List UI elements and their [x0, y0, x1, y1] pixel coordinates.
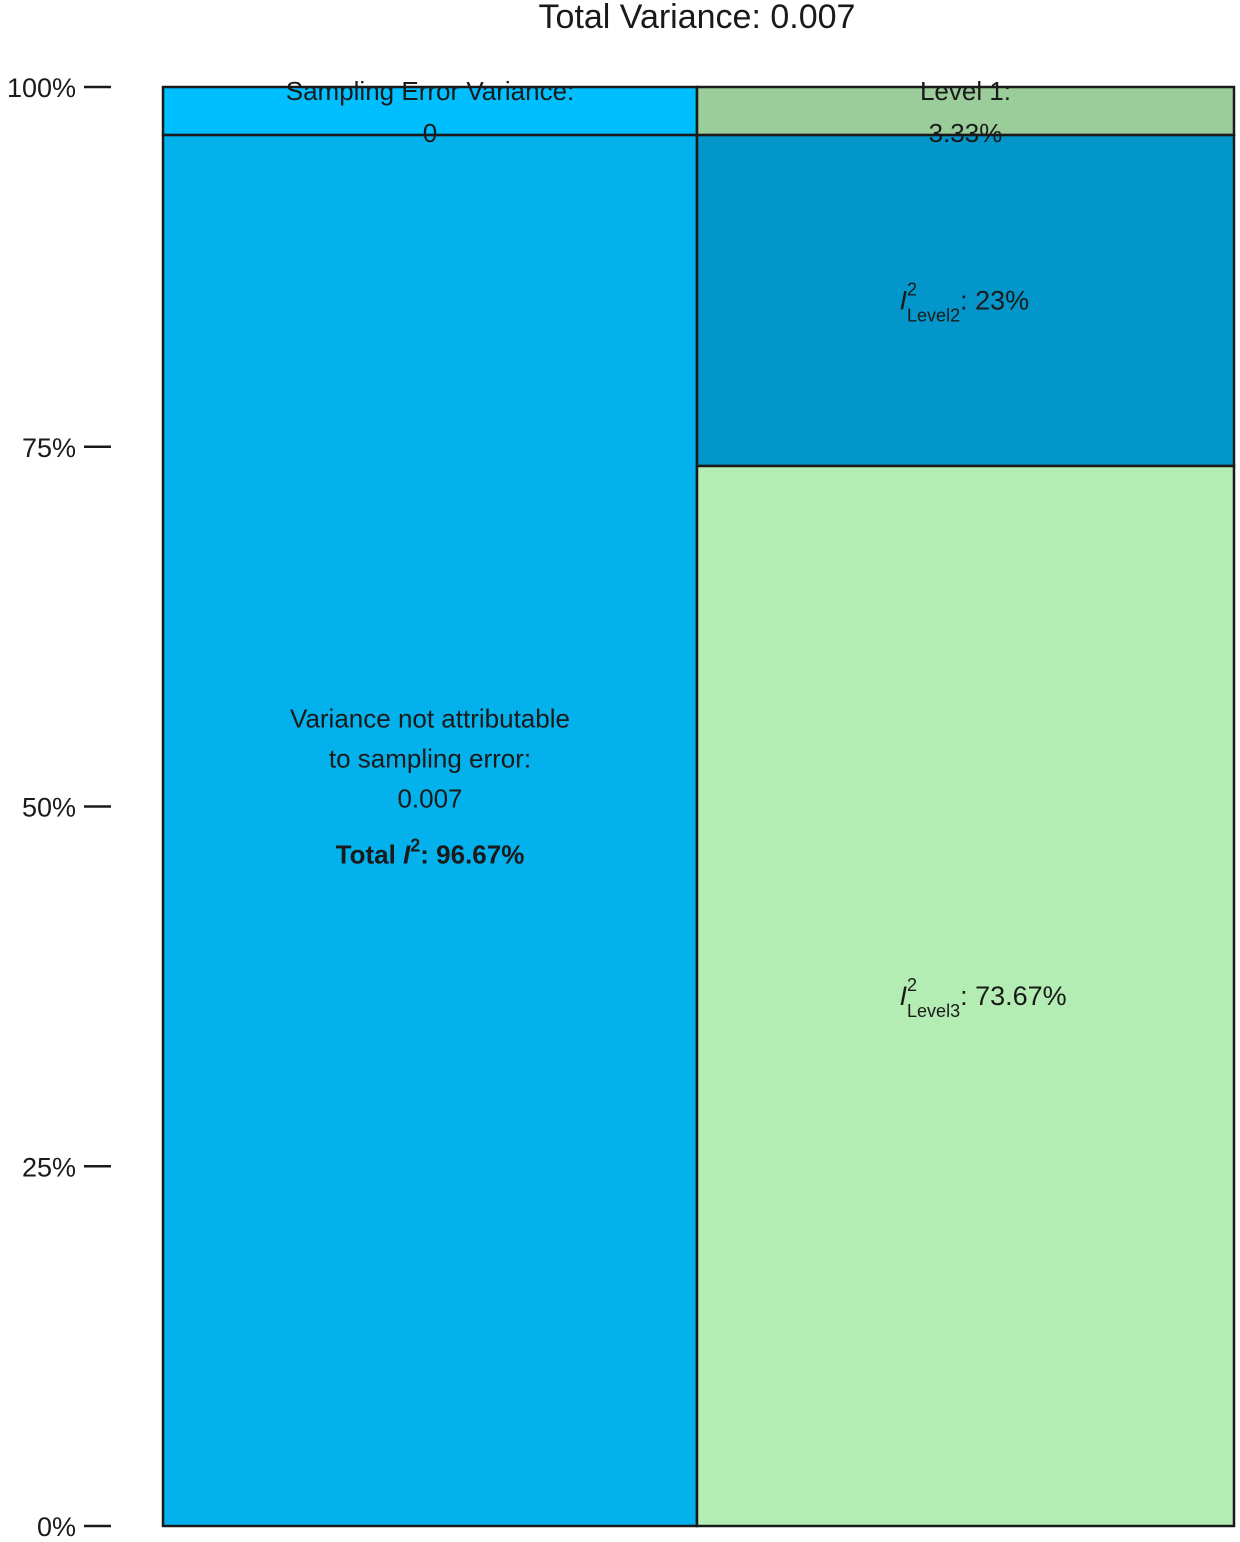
segment-caption: to sampling error:	[329, 743, 531, 773]
total-i2-value: : 96.67%	[420, 839, 524, 869]
total-i2-prefix: Total	[336, 839, 403, 869]
segment-caption: Variance not attributable	[290, 703, 570, 733]
segment-bar	[695, 464, 1236, 1528]
total-i2-label: Total I2: 96.67%	[336, 835, 525, 869]
level-i2-value: : 73.67%	[960, 981, 1067, 1011]
level-i2-sup: 2	[907, 279, 917, 299]
segment-labels: Variance not attributable to sampling err…	[286, 76, 1067, 1021]
level-i2-value: : 23%	[960, 285, 1029, 315]
segment-caption-clipped: 0	[423, 118, 437, 148]
total-i2-symbol: I	[403, 839, 411, 869]
level-i2-label: I2 Level2: 23%	[900, 279, 1030, 325]
level-i2-sub: Level3	[907, 1001, 960, 1021]
total-i2-sup: 2	[410, 835, 420, 855]
stacked-columns	[161, 85, 1236, 1528]
segment-bar	[161, 133, 699, 1528]
chart-title: Total Variance: 0.007	[539, 0, 856, 36]
segment-caption-clipped: Level 1:	[920, 76, 1011, 106]
segment-caption-clipped: 3.33%	[929, 118, 1003, 148]
level-i2-label: I2 Level3: 73.67%	[900, 975, 1067, 1021]
segment-bar	[161, 85, 699, 137]
y-tick-label: 50%	[22, 793, 76, 823]
segment-caption-clipped: Sampling Error Variance:	[286, 76, 575, 106]
level-i2-sub: Level2	[907, 305, 960, 325]
y-axis: 0% 25% 50% 75% 100%	[7, 73, 111, 1542]
y-tick-label: 0%	[37, 1512, 76, 1542]
segment-bar	[695, 85, 1236, 137]
segment-caption: 0.007	[397, 783, 462, 813]
level-i2-sup: 2	[907, 975, 917, 995]
level-i2-symbol: I	[900, 285, 908, 315]
y-tick-label: 75%	[22, 433, 76, 463]
level-i2-symbol: I	[900, 981, 908, 1011]
y-tick-label: 25%	[22, 1152, 76, 1182]
y-tick-label: 100%	[7, 73, 76, 103]
